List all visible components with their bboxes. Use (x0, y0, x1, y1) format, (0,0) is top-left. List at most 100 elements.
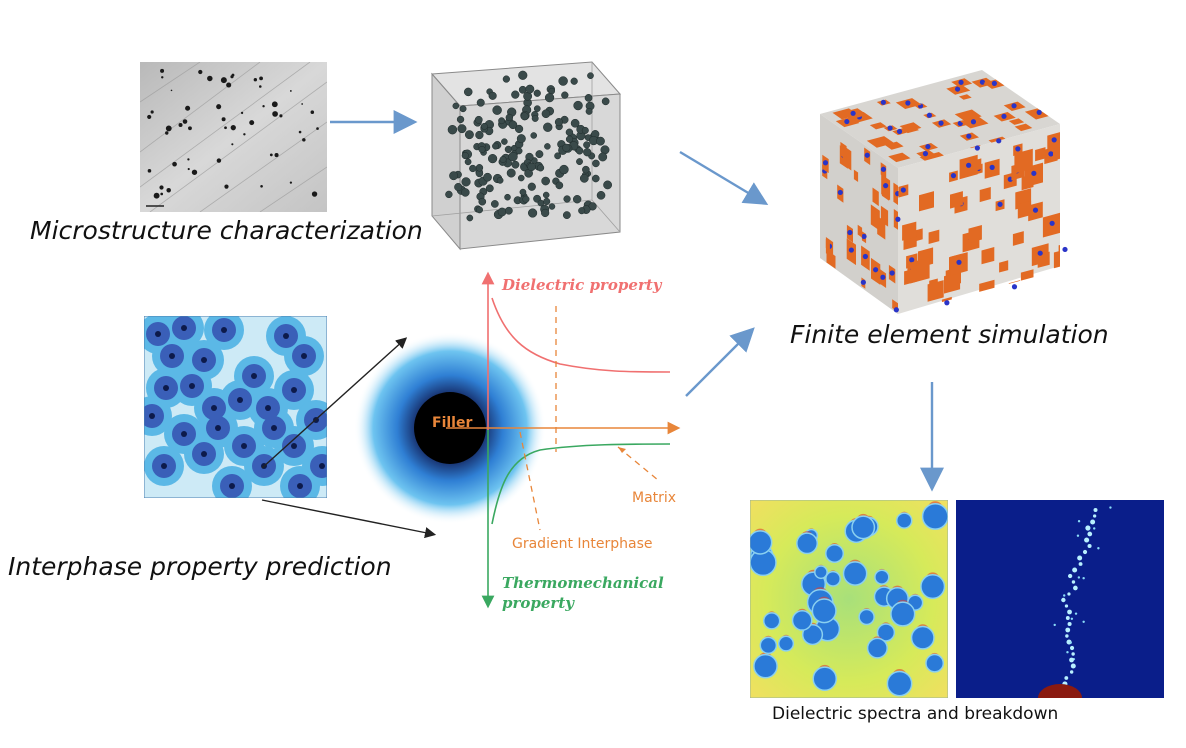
fem-blue-voxel (970, 119, 977, 125)
cube-particle (542, 191, 550, 199)
cube-particle (508, 151, 518, 162)
tem-particle (226, 82, 232, 88)
fem-blue-voxel (991, 80, 997, 86)
tem-micrograph (140, 62, 327, 212)
thermomechanical-label-line2: property (502, 594, 575, 612)
cube-particle (456, 115, 465, 124)
field-particle (925, 653, 945, 673)
fem-blue-voxel (873, 267, 879, 273)
fem-orange-voxel (1014, 123, 1033, 132)
tem-particle (272, 111, 278, 117)
cube-particle (561, 91, 569, 99)
fem-blue-voxel (1051, 137, 1057, 143)
fem-blue-voxel (1001, 113, 1007, 119)
breakdown-spark (1061, 597, 1066, 603)
fem-blue-voxel (954, 86, 961, 92)
cube-particle (508, 120, 518, 130)
cube-particle (506, 168, 516, 178)
tem-particle (274, 153, 279, 158)
filler-core (155, 331, 161, 337)
breakdown-spark (1069, 641, 1072, 644)
breakdown-spark (1082, 620, 1085, 623)
fem-orange-voxel (958, 94, 972, 100)
tem-particle (160, 68, 165, 73)
tem-particle (160, 192, 164, 196)
cube-particle (573, 100, 583, 111)
fem-blue-voxel (996, 138, 1002, 144)
fem-orange-voxel (857, 224, 863, 238)
field-particle (796, 532, 819, 555)
cube-particle (541, 176, 550, 186)
fem-orange-voxel (902, 221, 917, 241)
cube-particle (563, 195, 571, 203)
tem-particle (259, 76, 263, 81)
cube-particle (587, 72, 594, 80)
cube-particle (511, 160, 520, 169)
fem-blue-voxel (966, 162, 972, 168)
tem-particle (182, 119, 188, 124)
cube-particle (447, 124, 458, 135)
filler-core (283, 333, 289, 339)
field-particle (825, 570, 841, 587)
field-particle (895, 512, 913, 529)
tem-particle (253, 78, 258, 82)
breakdown-tree-map (956, 500, 1164, 698)
filler-core (215, 425, 221, 431)
fem-blue-voxel (1049, 220, 1055, 226)
field-particle (886, 670, 913, 697)
cube-particle (579, 174, 589, 183)
field-particle (763, 612, 781, 630)
tem-particle (172, 161, 177, 167)
fem-orange-voxel (1008, 118, 1025, 125)
cube-particle (531, 114, 539, 122)
dielectric-property-label: Dielectric property (501, 276, 663, 294)
breakdown-spark (1082, 549, 1088, 555)
fem-blue-voxel (905, 100, 911, 106)
filler-core (201, 357, 207, 363)
cube-particle (596, 136, 605, 146)
filler-core (221, 327, 227, 333)
breakdown-spark (1093, 527, 1096, 530)
fem-blue-voxel (883, 183, 889, 189)
fem-blue-voxel (979, 79, 986, 85)
cube-particle (461, 188, 470, 197)
breakdown-spark (1069, 670, 1074, 674)
cube-particle (519, 188, 527, 196)
tem-particle (249, 120, 255, 126)
fem-orange-voxel (981, 247, 995, 265)
fem-voxel-cube (820, 70, 1068, 314)
cube-particle (537, 199, 545, 207)
tem-particle (207, 75, 213, 82)
breakdown-spark (1073, 585, 1078, 591)
tem-particle (289, 181, 293, 184)
cube-particle (527, 182, 536, 191)
tem-particle (243, 133, 246, 136)
breakdown-spark (1076, 534, 1080, 537)
fem-blue-voxel (974, 145, 980, 151)
fem-orange-voxel (904, 268, 917, 285)
cube-particle (475, 164, 484, 172)
cube-particle (555, 181, 564, 190)
breakdown-spark (1071, 652, 1075, 656)
breakdown-spark (1092, 514, 1097, 518)
breakdown-spark (1090, 519, 1096, 525)
fem-orange-voxel (979, 187, 991, 203)
filler-core (169, 353, 175, 359)
fem-orange-voxel (1008, 280, 1021, 284)
breakdown-spark (1087, 531, 1093, 537)
fem-orange-voxel (1017, 200, 1032, 219)
tem-particle (230, 125, 236, 131)
breakdown-spark (1065, 616, 1070, 620)
fem-blue-voxel (880, 274, 886, 280)
cube-particle (541, 109, 551, 119)
fem-orange-voxel (944, 272, 961, 294)
cube-particle (517, 174, 525, 182)
field-particle (876, 623, 896, 642)
fem-blue-voxel (944, 300, 950, 306)
tem-particle (191, 169, 198, 175)
fem-blue-voxel (922, 151, 929, 157)
filler-core (163, 385, 169, 391)
breakdown-spark (1070, 663, 1076, 669)
tem-particle (240, 111, 244, 115)
fem-orange-voxel (968, 225, 982, 244)
